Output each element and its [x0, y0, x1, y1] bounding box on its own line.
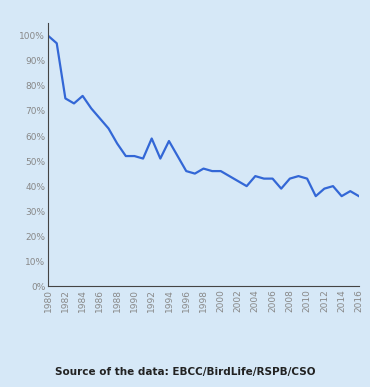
Text: Source of the data: EBCC/BirdLife/RSPB/CSO: Source of the data: EBCC/BirdLife/RSPB/C… [55, 367, 315, 377]
